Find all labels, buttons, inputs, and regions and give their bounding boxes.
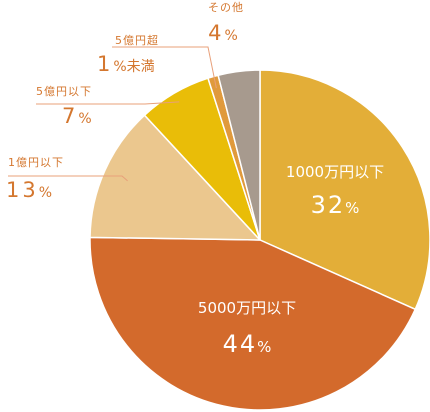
- leader-lines: [8, 46, 217, 182]
- pie-slice-5000man: [89, 236, 417, 411]
- slice-label-5oku-over: 5億円超: [115, 33, 159, 47]
- pie-slice-1oku: [89, 114, 262, 241]
- slice-value-5000man: 44%: [223, 330, 272, 358]
- leader-5oku: [36, 101, 180, 105]
- slice-label-other: その他: [208, 1, 244, 14]
- slice-label-5000man: 5000万円以下: [198, 299, 296, 317]
- slice-value-5oku: 7%: [62, 104, 92, 128]
- slice-value-1000man: 32%: [311, 191, 360, 219]
- pie-slice-other: [217, 69, 261, 241]
- slice-value-other: 4%: [208, 21, 238, 45]
- pie-slices: [89, 69, 430, 411]
- leader-1oku: [8, 175, 128, 182]
- leader-5oku-over: [112, 46, 217, 89]
- slice-value-5oku-over: 1%未満: [97, 52, 155, 76]
- slice-label-1000man: 1000万円以下: [286, 163, 384, 181]
- slice-label-1oku: 1億円以下: [8, 156, 64, 169]
- slice-value-1oku: 13%: [6, 178, 52, 202]
- pie-slice-1000man: [259, 69, 430, 311]
- slice-label-5oku: 5億円以下: [36, 85, 92, 98]
